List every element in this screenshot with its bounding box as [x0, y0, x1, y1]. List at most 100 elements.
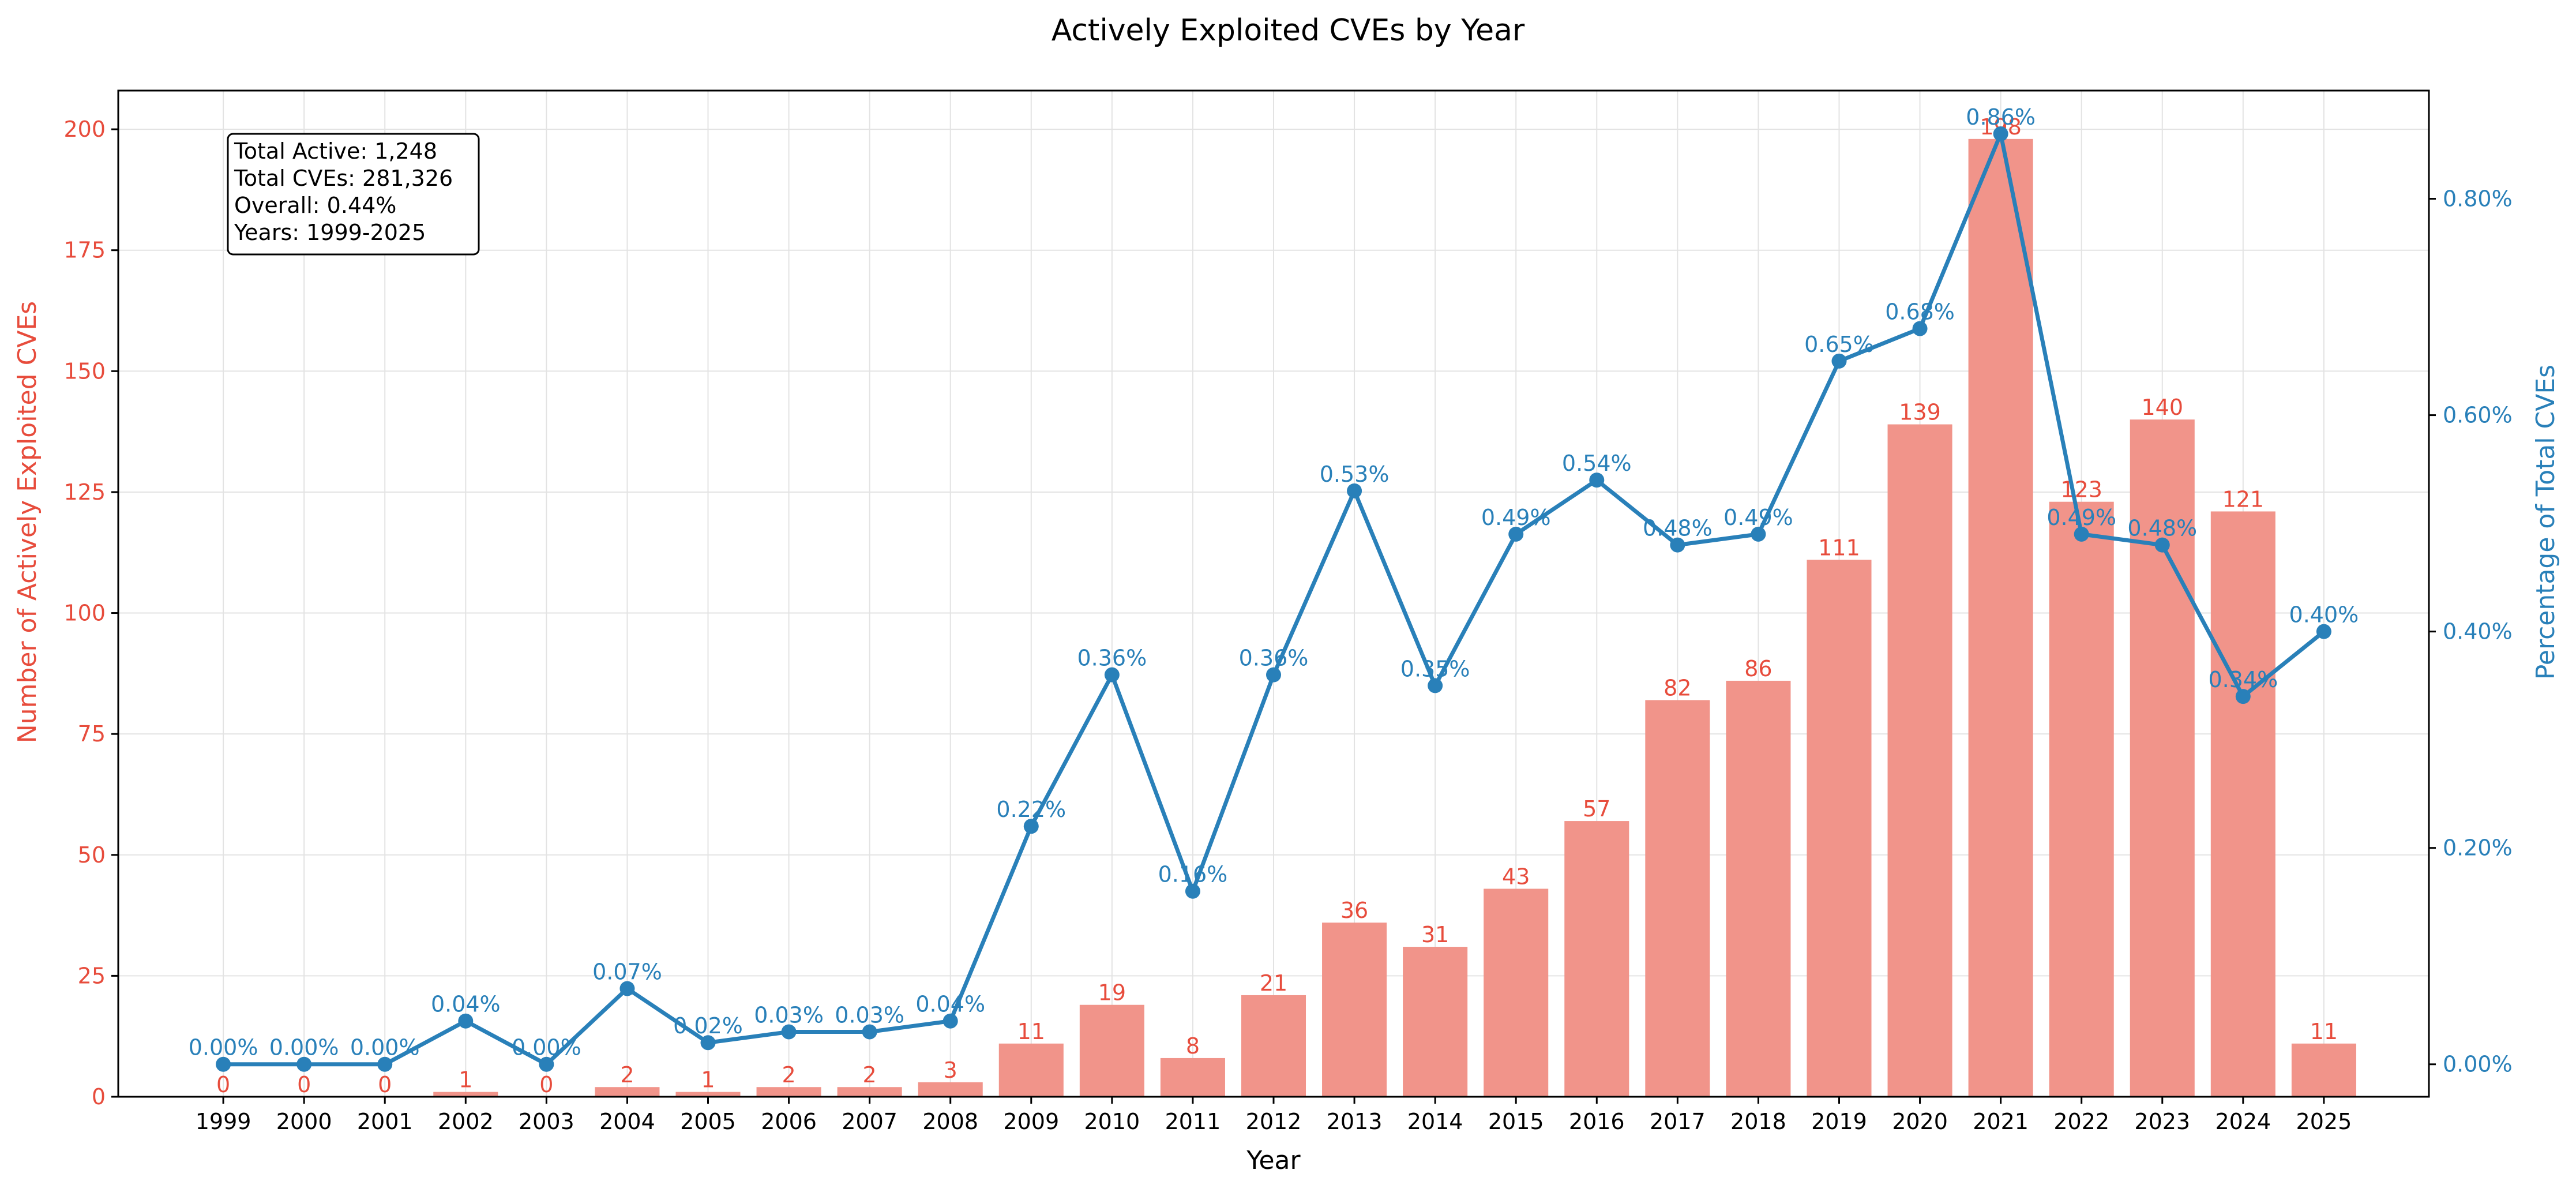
line-label-2009: 0.22% — [996, 797, 1066, 822]
line-point-2009 — [1023, 819, 1039, 834]
line-point-2002 — [458, 1013, 474, 1029]
x-tick-label-2002: 2002 — [438, 1109, 494, 1134]
left-tick-label: 100 — [63, 601, 106, 626]
x-tick-label-2018: 2018 — [1730, 1109, 1786, 1134]
bar-label-2003: 0 — [539, 1072, 553, 1097]
x-tick-label-2017: 2017 — [1650, 1109, 1706, 1134]
line-label-2011: 0.16% — [1158, 862, 1228, 887]
x-tick-label-2011: 2011 — [1165, 1109, 1221, 1134]
x-axis-label: Year — [1246, 1146, 1301, 1175]
bar-label-2002: 1 — [459, 1067, 472, 1093]
bar-2017 — [1645, 700, 1710, 1097]
bar-label-2022: 123 — [2060, 477, 2102, 503]
bar-2015 — [1484, 888, 1549, 1097]
line-label-2005: 0.02% — [673, 1013, 743, 1038]
line-point-2001 — [377, 1056, 393, 1072]
stats-box: Total Active: 1,248 Total CVEs: 281,326 … — [227, 133, 480, 256]
line-point-1999 — [216, 1056, 231, 1072]
line-label-1999: 0.00% — [189, 1035, 258, 1060]
bar-label-2018: 86 — [1744, 656, 1772, 681]
x-tick-label-2006: 2006 — [761, 1109, 817, 1134]
stats-overall: Overall: 0.44% — [234, 193, 396, 218]
line-label-2015: 0.49% — [1481, 505, 1551, 530]
x-tick-label-2012: 2012 — [1246, 1109, 1302, 1134]
left-tick-label: 175 — [63, 238, 106, 263]
line-point-2010 — [1104, 667, 1120, 683]
left-tick-label: 75 — [78, 721, 106, 747]
x-tick-label-2024: 2024 — [2215, 1109, 2271, 1134]
stats-total-cves: Total CVEs: 281,326 — [234, 166, 453, 191]
bar-label-2025: 11 — [2310, 1019, 2338, 1044]
bar-2002 — [433, 1092, 498, 1097]
bar-label-2001: 0 — [378, 1072, 392, 1097]
line-point-2017 — [1670, 537, 1685, 553]
bar-2025 — [2291, 1043, 2356, 1097]
bar-2004 — [595, 1087, 660, 1097]
line-label-2021: 0.86% — [1966, 104, 2036, 130]
line-point-2016 — [1589, 473, 1605, 488]
bar-series — [433, 138, 2356, 1097]
line-label-2003: 0.00% — [512, 1035, 581, 1060]
bar-label-1999: 0 — [216, 1072, 230, 1097]
line-point-2019 — [1831, 353, 1847, 369]
x-tick-label-2003: 2003 — [519, 1109, 574, 1134]
x-tick-label-2005: 2005 — [680, 1109, 736, 1134]
line-point-2015 — [1508, 526, 1524, 542]
left-tick-label: 125 — [63, 479, 106, 505]
bar-label-2023: 140 — [2142, 395, 2184, 420]
right-y-axis-label: Percentage of Total CVEs — [2531, 365, 2560, 680]
x-tick-label-2020: 2020 — [1892, 1109, 1948, 1134]
line-point-2004 — [619, 981, 635, 996]
line-point-2013 — [1347, 483, 1362, 498]
line-label-2010: 0.36% — [1077, 646, 1147, 671]
left-y-axis: 0 25 50 75 100 125 150 175 200 — [63, 117, 118, 1109]
right-tick-label: 0.20% — [2443, 835, 2513, 861]
x-tick-label-2021: 2021 — [1973, 1109, 2029, 1134]
bar-labels: 0001021223111982136314357828611113919812… — [216, 114, 2338, 1097]
x-tick-label-2015: 2015 — [1488, 1109, 1544, 1134]
x-tick-label-2000: 2000 — [276, 1109, 332, 1134]
bar-label-2015: 43 — [1502, 864, 1530, 889]
bar-2008 — [918, 1082, 983, 1097]
x-tick-label-2010: 2010 — [1084, 1109, 1140, 1134]
x-tick-label-2004: 2004 — [599, 1109, 655, 1134]
bar-2019 — [1807, 560, 1872, 1097]
bar-label-2012: 21 — [1260, 970, 1287, 996]
bar-label-2009: 11 — [1017, 1019, 1045, 1044]
bar-label-2016: 57 — [1583, 796, 1610, 822]
x-tick-label-2016: 2016 — [1569, 1109, 1625, 1134]
bar-2024 — [2210, 511, 2275, 1097]
bar-label-2020: 139 — [1899, 400, 1941, 425]
bar-2018 — [1726, 680, 1791, 1097]
line-point-2024 — [2235, 689, 2251, 704]
right-tick-label: 0.00% — [2443, 1052, 2513, 1077]
bar-2006 — [756, 1087, 821, 1097]
line-point-2022 — [2074, 526, 2089, 542]
x-tick-label-2007: 2007 — [842, 1109, 898, 1134]
line-label-2016: 0.54% — [1562, 451, 1632, 476]
left-tick-label: 50 — [78, 842, 106, 868]
line-label-2007: 0.03% — [835, 1002, 904, 1028]
bar-label-2011: 8 — [1186, 1033, 1200, 1059]
bar-label-2013: 36 — [1340, 898, 1368, 923]
left-y-axis-label: Number of Actively Exploited CVEs — [13, 301, 42, 743]
x-axis: 1999 2000 2001 2002 2003 2004 2005 2006 2007 2008… — [196, 1097, 2352, 1134]
bar-2021 — [1968, 138, 2033, 1097]
bar-label-2024: 121 — [2222, 486, 2265, 512]
line-labels: 0.00% 0.00% 0.00% 0.04% 0.00% 0.07% 0.02% 0.03%… — [189, 104, 2359, 1060]
line-point-2023 — [2154, 537, 2170, 553]
bar-2007 — [837, 1087, 902, 1097]
line-label-2006: 0.03% — [754, 1002, 824, 1028]
line-point-2005 — [700, 1035, 716, 1051]
line-point-2012 — [1266, 667, 1281, 683]
right-tick-label: 0.40% — [2443, 619, 2513, 644]
bar-2013 — [1322, 923, 1387, 1097]
bar-label-2014: 31 — [1421, 922, 1449, 947]
x-tick-label-2022: 2022 — [2053, 1109, 2109, 1134]
bar-2022 — [2049, 501, 2114, 1097]
bar-2012 — [1241, 995, 1306, 1097]
bar-2009 — [998, 1043, 1064, 1097]
x-tick-label-2009: 2009 — [1003, 1109, 1059, 1134]
line-label-2018: 0.49% — [1723, 505, 1793, 530]
